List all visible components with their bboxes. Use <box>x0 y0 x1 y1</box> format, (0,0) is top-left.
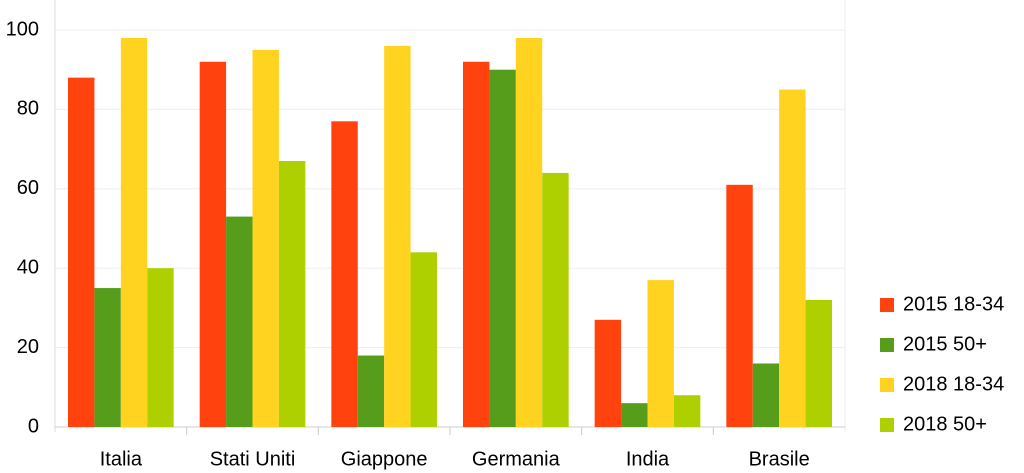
bar <box>752 363 780 427</box>
bar <box>357 355 385 427</box>
bar <box>226 216 253 427</box>
bar <box>621 403 648 427</box>
y-tick-label: 20 <box>17 336 39 358</box>
bar <box>542 172 569 427</box>
bar <box>147 268 174 427</box>
y-tick-label: 60 <box>17 177 39 199</box>
bar <box>673 395 701 427</box>
bar <box>489 69 516 427</box>
bar <box>515 37 543 427</box>
legend-swatch <box>880 298 894 312</box>
x-tick-label: India <box>626 448 670 470</box>
bar <box>805 299 832 427</box>
bar <box>779 89 806 428</box>
bar <box>199 61 227 427</box>
bar <box>726 184 753 427</box>
legend-label: 2018 18-34 <box>903 373 1004 395</box>
x-tick-label: Stati Uniti <box>210 448 296 470</box>
x-tick-label: Germania <box>472 448 561 470</box>
bar <box>94 288 121 427</box>
x-tick-label: Brasile <box>749 448 810 470</box>
bar <box>647 280 674 427</box>
bar <box>252 49 279 427</box>
y-tick-label: 40 <box>17 256 39 278</box>
bar <box>68 77 95 427</box>
bar <box>463 61 490 427</box>
bar <box>278 161 306 427</box>
y-tick-label: 80 <box>17 98 39 120</box>
x-tick-label: Giappone <box>341 448 428 470</box>
bar <box>120 37 148 427</box>
bar <box>331 121 358 427</box>
bar <box>384 45 411 427</box>
y-tick-label: 100 <box>6 18 39 40</box>
legend-label: 2018 50+ <box>903 413 987 435</box>
x-tick-label: Italia <box>100 448 143 470</box>
legend-swatch <box>880 418 894 432</box>
legend-label: 2015 50+ <box>903 333 987 355</box>
legend-label: 2015 18-34 <box>903 293 1004 315</box>
legend-swatch <box>880 338 894 352</box>
bar <box>594 319 622 427</box>
bar <box>410 252 437 427</box>
legend-swatch <box>880 378 894 392</box>
y-tick-label: 0 <box>28 415 39 437</box>
